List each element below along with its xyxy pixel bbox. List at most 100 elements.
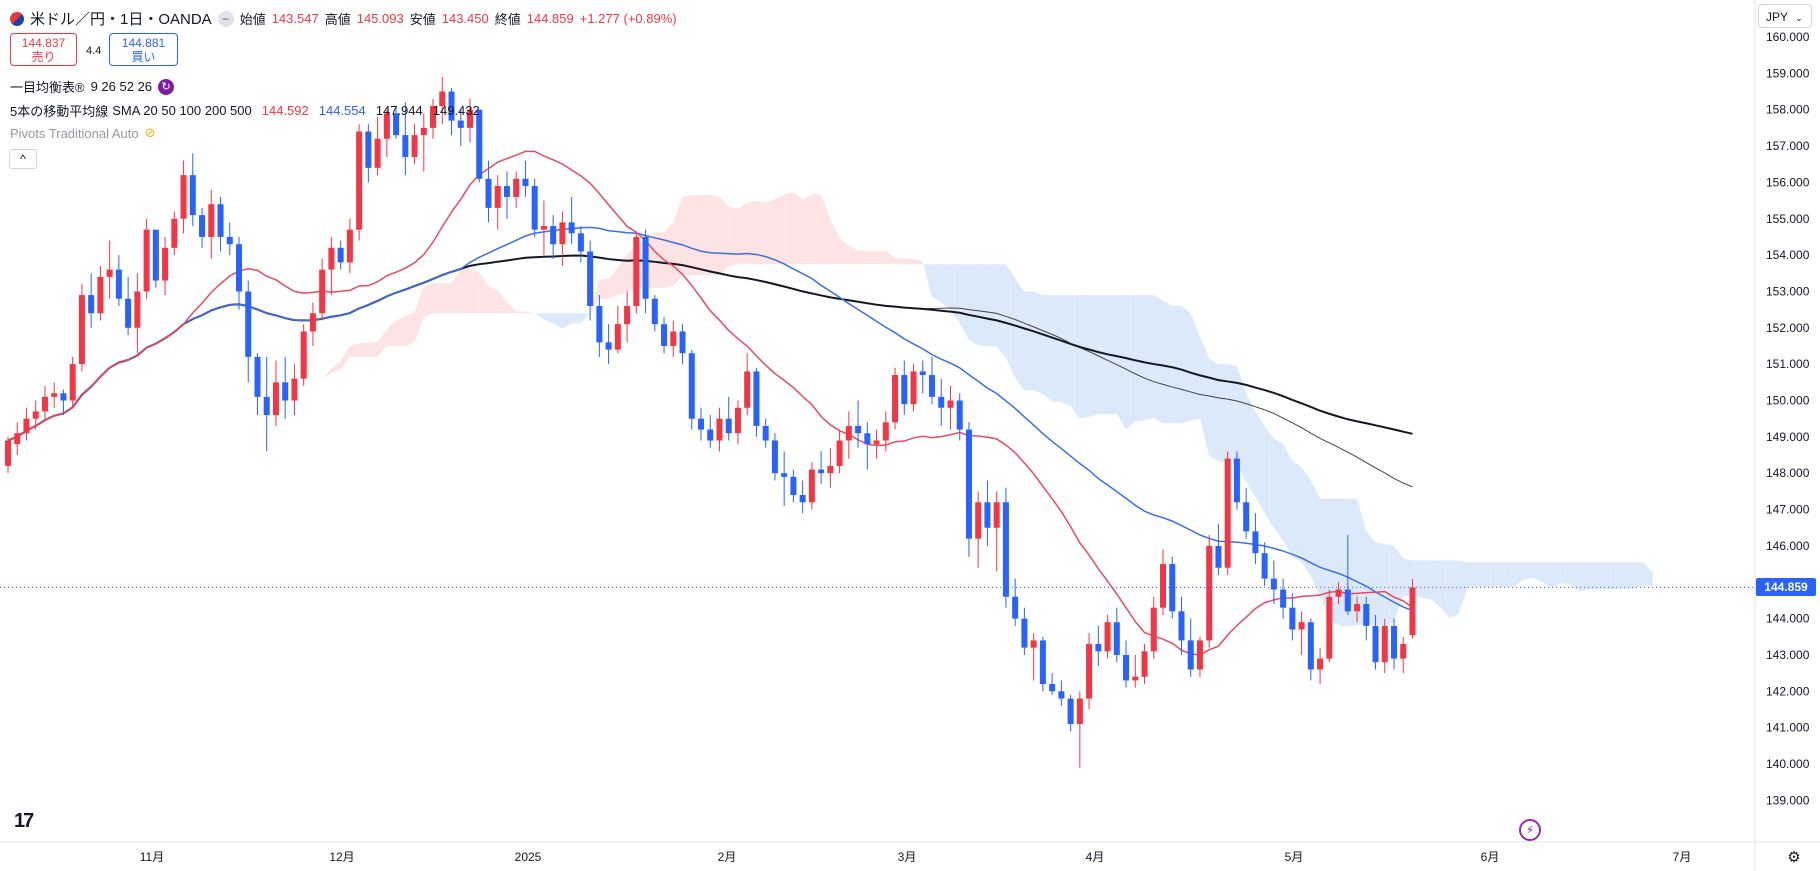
- candle-body: [929, 375, 935, 397]
- cloud-segment: [1310, 480, 1321, 595]
- ma-label: 5本の移動平均線: [10, 104, 109, 119]
- cloud-segment: [1643, 562, 1653, 586]
- cloud-segment: [848, 246, 859, 265]
- candle-body: [448, 91, 455, 121]
- candle-body: [23, 418, 30, 434]
- candle-body: [374, 138, 381, 168]
- cloud-segment: [442, 283, 452, 314]
- spread-value: 4.4: [86, 45, 102, 57]
- close-value: 144.859: [526, 11, 574, 26]
- moving-average-lines: [7, 150, 1413, 656]
- candle-body: [1215, 545, 1222, 568]
- currency-select[interactable]: JPY ⌄: [1758, 4, 1812, 28]
- cloud-segment: [1255, 411, 1265, 514]
- sell-button[interactable]: 144.837 売り: [10, 33, 77, 66]
- cloud-segment: [543, 313, 554, 324]
- cloud-segment: [793, 192, 803, 265]
- candle-body: [845, 425, 852, 441]
- cloud-segment: [1449, 560, 1459, 618]
- y-tick-label: 150.000: [1766, 394, 1810, 408]
- cloud-segment: [1199, 336, 1210, 456]
- candle-body: [624, 305, 631, 325]
- candle-body: [725, 418, 732, 434]
- hide-toggle-icon[interactable]: –: [217, 10, 234, 27]
- candle-body: [1363, 604, 1370, 626]
- pivots-legend[interactable]: Pivots Traditional Auto ⊘: [10, 125, 156, 141]
- candle-body: [1233, 458, 1240, 503]
- cloud-segment: [784, 192, 794, 265]
- close-label: 終値: [494, 12, 521, 27]
- cloud-segment: [1606, 562, 1616, 590]
- cloud-segment: [959, 264, 969, 340]
- cloud-segment: [1126, 295, 1136, 430]
- candle-body: [263, 396, 270, 416]
- y-tick-label: 159.000: [1766, 66, 1810, 80]
- x-tick-label: 6月: [1481, 850, 1500, 864]
- candle-body: [1298, 622, 1305, 630]
- candle-body: [69, 364, 76, 401]
- buy-button[interactable]: 144.881 買い: [109, 33, 178, 66]
- y-tick-label: 140.000: [1766, 757, 1810, 771]
- cloud-segment: [1569, 562, 1579, 592]
- cloud-segment: [1098, 295, 1108, 415]
- candle-body: [1021, 618, 1028, 648]
- eye-off-icon[interactable]: ⊘: [144, 125, 156, 140]
- cloud-segment: [701, 195, 711, 276]
- candle-body: [716, 418, 723, 441]
- high-label: 高値: [324, 12, 351, 27]
- cloud-segment: [525, 311, 535, 314]
- candle-body: [1196, 640, 1203, 670]
- candle-body: [5, 440, 11, 466]
- refresh-icon[interactable]: ↻: [158, 78, 175, 95]
- candle-body: [180, 175, 187, 219]
- cloud-segment: [710, 195, 720, 276]
- collapse-chevron-icon[interactable]: ^: [9, 149, 37, 169]
- candle-body: [827, 465, 834, 474]
- symbol-name[interactable]: 米ドル／円・1日・OANDA: [30, 11, 212, 28]
- candle-body: [60, 393, 67, 401]
- ichimoku-legend[interactable]: 一目均衡表® 9 26 52 26 ↻: [10, 77, 175, 96]
- cloud-segment: [1597, 562, 1607, 590]
- cloud-segment: [405, 312, 415, 346]
- open-label: 始値: [239, 12, 266, 27]
- sell-label: 売り: [31, 50, 56, 64]
- settings-icon[interactable]: ⚙: [1787, 849, 1801, 866]
- cloud-segment: [1181, 305, 1191, 424]
- tradingview-logo-icon[interactable]: 17: [14, 810, 34, 832]
- cloud-segment: [599, 278, 609, 299]
- candle-body: [651, 298, 658, 325]
- candle-body: [1012, 596, 1019, 619]
- candle-body: [1150, 607, 1157, 652]
- cloud-segment: [1625, 562, 1635, 589]
- cloud-segment: [1532, 562, 1542, 582]
- ma-legend[interactable]: 5本の移動平均線 SMA 20 50 100 200 500 144.592 1…: [10, 101, 480, 120]
- candle-body: [1261, 553, 1268, 579]
- ma-params: SMA 20 50 100 200 500: [112, 103, 252, 118]
- cloud-segment: [1504, 562, 1515, 587]
- y-tick-label: 147.000: [1766, 503, 1810, 517]
- candle-body: [531, 186, 538, 230]
- cloud-segment: [359, 342, 369, 357]
- candle-body: [799, 495, 806, 503]
- candle-body: [208, 204, 215, 237]
- candle-body: [1400, 644, 1407, 659]
- candle-body: [236, 244, 242, 292]
- cloud-segment: [765, 199, 775, 265]
- y-tick-label: 146.000: [1766, 539, 1810, 553]
- cloud-segment: [747, 200, 757, 265]
- y-tick-label: 149.000: [1766, 430, 1810, 444]
- price-axis[interactable]: 139.000 140.000 141.000 142.000 143.000 144.0…: [1766, 30, 1810, 807]
- candle-body: [698, 418, 704, 430]
- cloud-segment: [1514, 562, 1524, 587]
- candle-body: [1289, 607, 1296, 630]
- cloud-segment: [978, 264, 988, 346]
- cloud-segment: [1172, 305, 1182, 424]
- cloud-segment: [1033, 291, 1043, 395]
- y-tick-label: 141.000: [1766, 721, 1810, 735]
- cloud-segment: [1523, 562, 1533, 580]
- candle-body: [1067, 698, 1074, 725]
- time-axis[interactable]: 11月 12月 2025 2月 3月 4月 5月 6月 7月: [140, 850, 1692, 864]
- sell-price: 144.837: [21, 36, 66, 50]
- flash-icon[interactable]: ⚡: [1519, 819, 1541, 841]
